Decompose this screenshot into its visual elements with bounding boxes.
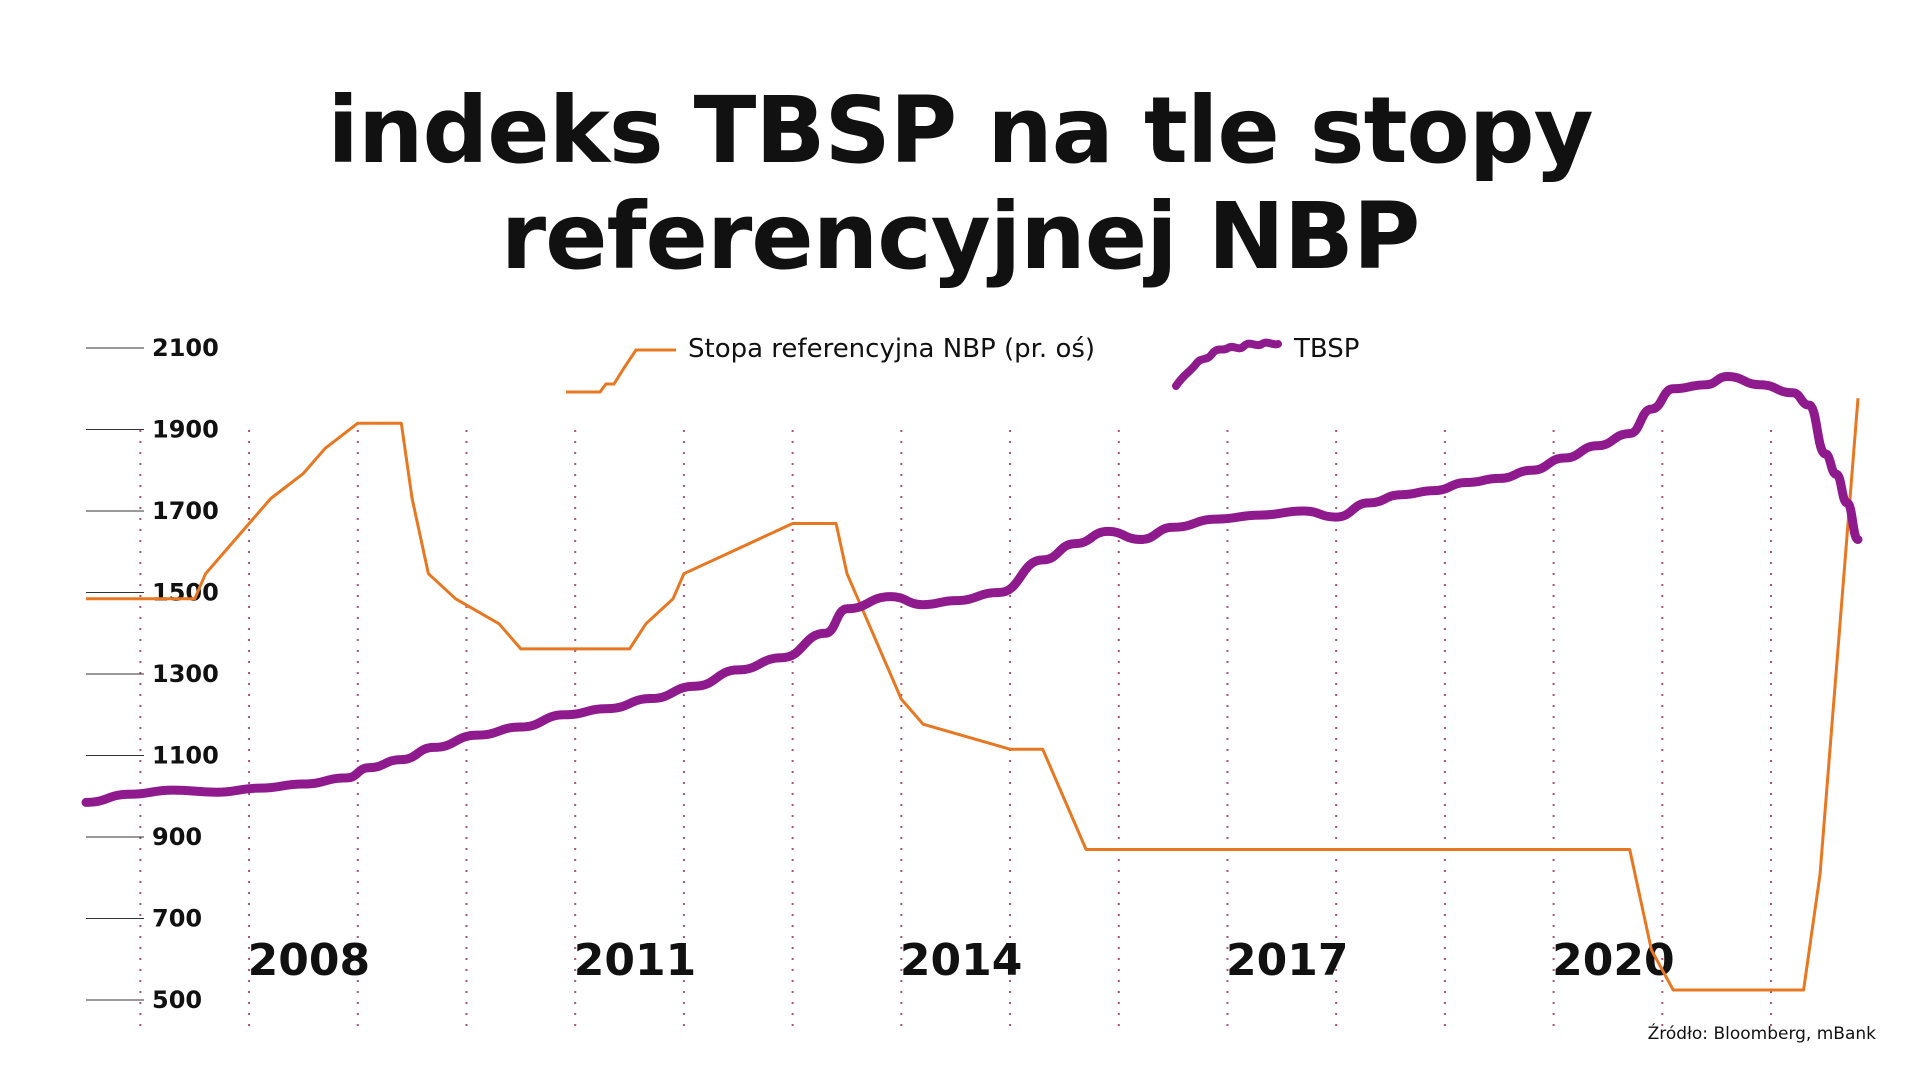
y-tick-label-1700: 1700 — [152, 497, 219, 525]
source-note: Źródło: Bloomberg, mBank — [1647, 1024, 1876, 1044]
y-tick-label-1500: 1500 — [152, 579, 219, 607]
legend-label-tbsp: TBSP — [1293, 334, 1359, 364]
y-tick-label-700: 700 — [152, 905, 202, 933]
series-line-tbsp — [81, 372, 1863, 807]
legend-label-stopa-referencyjna: Stopa referencyjna NBP (pr. oś) — [688, 334, 1095, 364]
y-tick-label-2100: 2100 — [152, 334, 219, 362]
y-tick-label-1900: 1900 — [152, 416, 219, 444]
y-tick-label-500: 500 — [152, 986, 202, 1014]
series-line-stopa-referencyjna — [86, 398, 1860, 992]
y-tick-label-900: 900 — [152, 823, 202, 851]
x-year-label-2011: 2011 — [574, 935, 696, 986]
x-year-label-2017: 2017 — [1226, 935, 1348, 986]
chart-title: indeks TBSP na tle stopy referencyjnej N… — [0, 78, 1920, 290]
legend-swatch-stopa-referencyjna — [566, 348, 676, 394]
legend-swatch-tbsp — [1172, 338, 1282, 390]
x-year-label-2008: 2008 — [248, 935, 370, 986]
chart-title-line-2: referencyjnej NBP — [500, 183, 1421, 290]
chart-title-line-1: indeks TBSP na tle stopy — [327, 77, 1593, 184]
x-year-label-2014: 2014 — [900, 935, 1022, 986]
y-tick-label-1100: 1100 — [152, 742, 219, 770]
x-year-label-2020: 2020 — [1552, 935, 1674, 986]
y-tick-label-1300: 1300 — [152, 660, 219, 688]
